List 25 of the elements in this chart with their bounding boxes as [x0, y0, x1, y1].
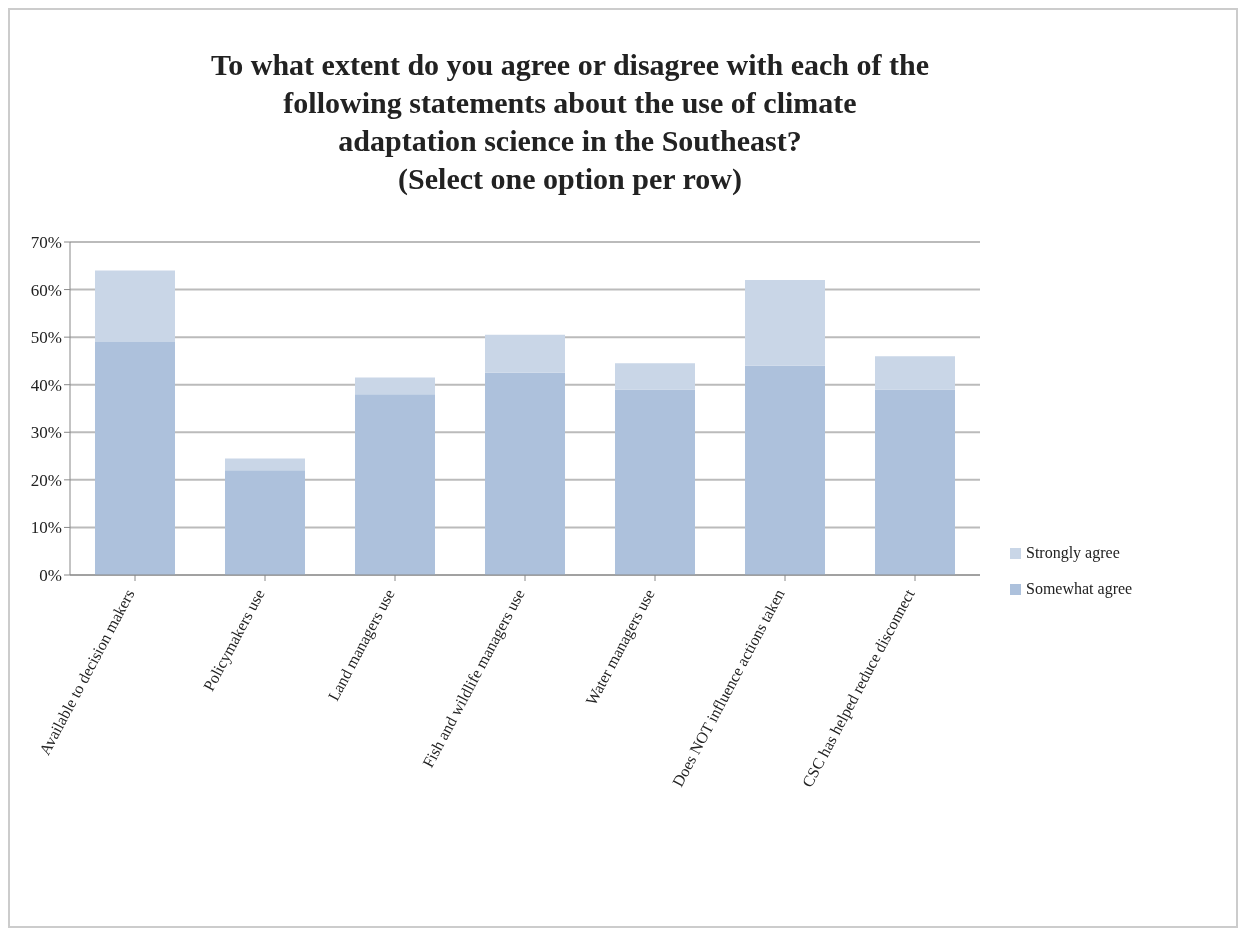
- bar: [485, 372, 565, 575]
- y-tick-label: 0%: [39, 566, 62, 586]
- bar: [225, 458, 305, 471]
- y-tick-label: 30%: [30, 423, 62, 443]
- y-tick-label: 50%: [30, 328, 62, 348]
- bar: [225, 470, 305, 575]
- bar: [485, 334, 565, 373]
- legend-label: Somewhat agree: [1026, 580, 1133, 598]
- bar: [745, 280, 825, 366]
- bar: [745, 365, 825, 575]
- bar: [355, 394, 435, 575]
- y-tick-label: 60%: [30, 280, 62, 300]
- bar: [875, 389, 955, 575]
- bar: [615, 389, 695, 575]
- y-tick-label: 70%: [30, 233, 62, 253]
- bar: [615, 363, 695, 390]
- bar: [95, 341, 175, 575]
- bar: [355, 377, 435, 395]
- bar: [95, 270, 175, 342]
- y-tick-label: 40%: [30, 375, 62, 395]
- bar: [875, 356, 955, 390]
- chart-title: To what extent do you agree or disagree with each of the following statements about the use of climate adaptation science in the Southeast? (Select one option per row): [210, 47, 930, 197]
- y-tick-label: 20%: [30, 470, 62, 490]
- y-tick-label: 10%: [30, 518, 62, 538]
- legend-label: Strongly agree: [1026, 544, 1120, 562]
